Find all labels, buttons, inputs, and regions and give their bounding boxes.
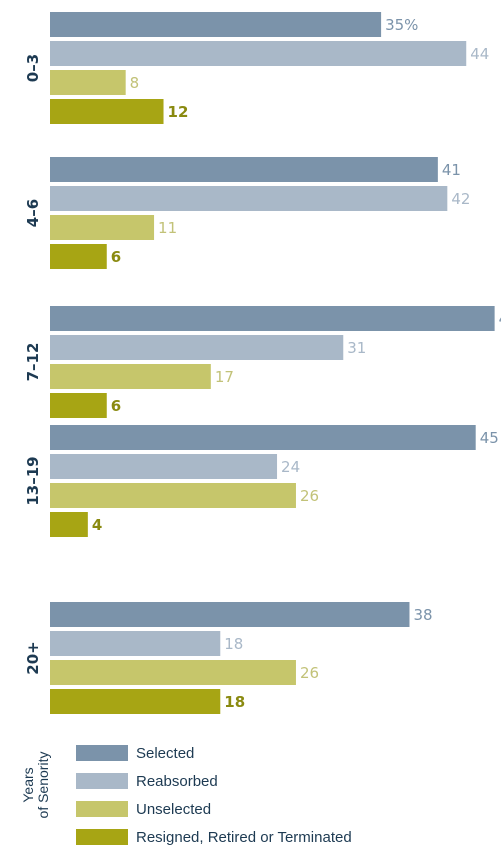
bar-unselected-13-19 bbox=[50, 483, 296, 508]
category-label-13-19: 13–19 bbox=[24, 456, 42, 505]
bar-resigned-retired-or-terminated-7-12 bbox=[50, 393, 107, 418]
bar-unselected-4-6 bbox=[50, 215, 155, 240]
y-axis-title-line-1: Years bbox=[20, 767, 36, 802]
bar-unselected-0-3 bbox=[50, 70, 126, 95]
legend-swatch-reabsorbed bbox=[76, 773, 128, 789]
value-label-selected-13-19: 45 bbox=[480, 429, 499, 447]
category-label-7-12: 7–12 bbox=[24, 343, 42, 382]
value-label-unselected-4-6: 11 bbox=[158, 219, 177, 237]
legend-item-unselected: Unselected bbox=[76, 795, 352, 823]
bar-selected-0-3 bbox=[50, 12, 382, 37]
legend-label-resigned: Resigned, Retired or Terminated bbox=[136, 828, 352, 846]
value-label-reabsorbed-7-12: 31 bbox=[347, 339, 366, 357]
bar-selected-7-12 bbox=[50, 306, 495, 331]
category-label-20: 20+ bbox=[24, 641, 42, 674]
bar-selected-13-19 bbox=[50, 425, 476, 450]
value-label-selected-0-3: 35% bbox=[385, 16, 418, 34]
value-label-resigned-retired-or-terminated-13-19: 4 bbox=[92, 516, 102, 534]
legend-label-reabsorbed: Reabsorbed bbox=[136, 772, 218, 790]
legend-swatch-selected bbox=[76, 745, 128, 761]
category-label-0-3: 0–3 bbox=[24, 54, 42, 82]
value-label-resigned-retired-or-terminated-20: 18 bbox=[224, 693, 245, 711]
y-axis-title-line-2: of Senority bbox=[35, 752, 51, 819]
bar-selected-20 bbox=[50, 602, 410, 627]
bar-reabsorbed-7-12 bbox=[50, 335, 344, 360]
value-label-selected-4-6: 41 bbox=[442, 161, 461, 179]
bar-resigned-retired-or-terminated-4-6 bbox=[50, 244, 107, 269]
bar-resigned-retired-or-terminated-13-19 bbox=[50, 512, 88, 537]
y-axis-title: Years of Senority bbox=[10, 740, 60, 830]
legend-label-unselected: Unselected bbox=[136, 800, 212, 818]
value-label-reabsorbed-4-6: 42 bbox=[451, 190, 470, 208]
value-label-unselected-0-3: 8 bbox=[130, 74, 140, 92]
bar-reabsorbed-4-6 bbox=[50, 186, 448, 211]
value-label-resigned-retired-or-terminated-7-12: 6 bbox=[111, 397, 121, 415]
value-label-resigned-retired-or-terminated-4-6: 6 bbox=[111, 248, 121, 266]
legend-item-resigned: Resigned, Retired or Terminated bbox=[76, 823, 352, 851]
bar-unselected-20 bbox=[50, 660, 296, 685]
value-label-reabsorbed-13-19: 24 bbox=[281, 458, 300, 476]
bar-resigned-retired-or-terminated-0-3 bbox=[50, 99, 164, 124]
legend-item-reabsorbed: Reabsorbed bbox=[76, 767, 352, 795]
value-label-unselected-13-19: 26 bbox=[300, 487, 319, 505]
legend: Selected Reabsorbed Unselected Resigned,… bbox=[76, 739, 352, 851]
legend-label-selected: Selected bbox=[136, 744, 195, 762]
value-label-reabsorbed-20: 18 bbox=[224, 635, 243, 653]
bar-unselected-7-12 bbox=[50, 364, 211, 389]
value-label-resigned-retired-or-terminated-0-3: 12 bbox=[168, 103, 189, 121]
value-label-selected-20: 38 bbox=[413, 606, 432, 624]
value-label-reabsorbed-0-3: 44 bbox=[470, 45, 489, 63]
bar-resigned-retired-or-terminated-20 bbox=[50, 689, 221, 714]
legend-item-selected: Selected bbox=[76, 739, 352, 767]
bar-reabsorbed-0-3 bbox=[50, 41, 467, 66]
value-label-unselected-20: 26 bbox=[300, 664, 319, 682]
bar-selected-4-6 bbox=[50, 157, 438, 182]
value-label-unselected-7-12: 17 bbox=[215, 368, 234, 386]
legend-swatch-unselected bbox=[76, 801, 128, 817]
category-label-4-6: 4–6 bbox=[24, 199, 42, 227]
legend-swatch-resigned bbox=[76, 829, 128, 845]
bar-reabsorbed-20 bbox=[50, 631, 221, 656]
bar-reabsorbed-13-19 bbox=[50, 454, 278, 479]
value-label-selected-7-12: 47 bbox=[499, 310, 501, 328]
